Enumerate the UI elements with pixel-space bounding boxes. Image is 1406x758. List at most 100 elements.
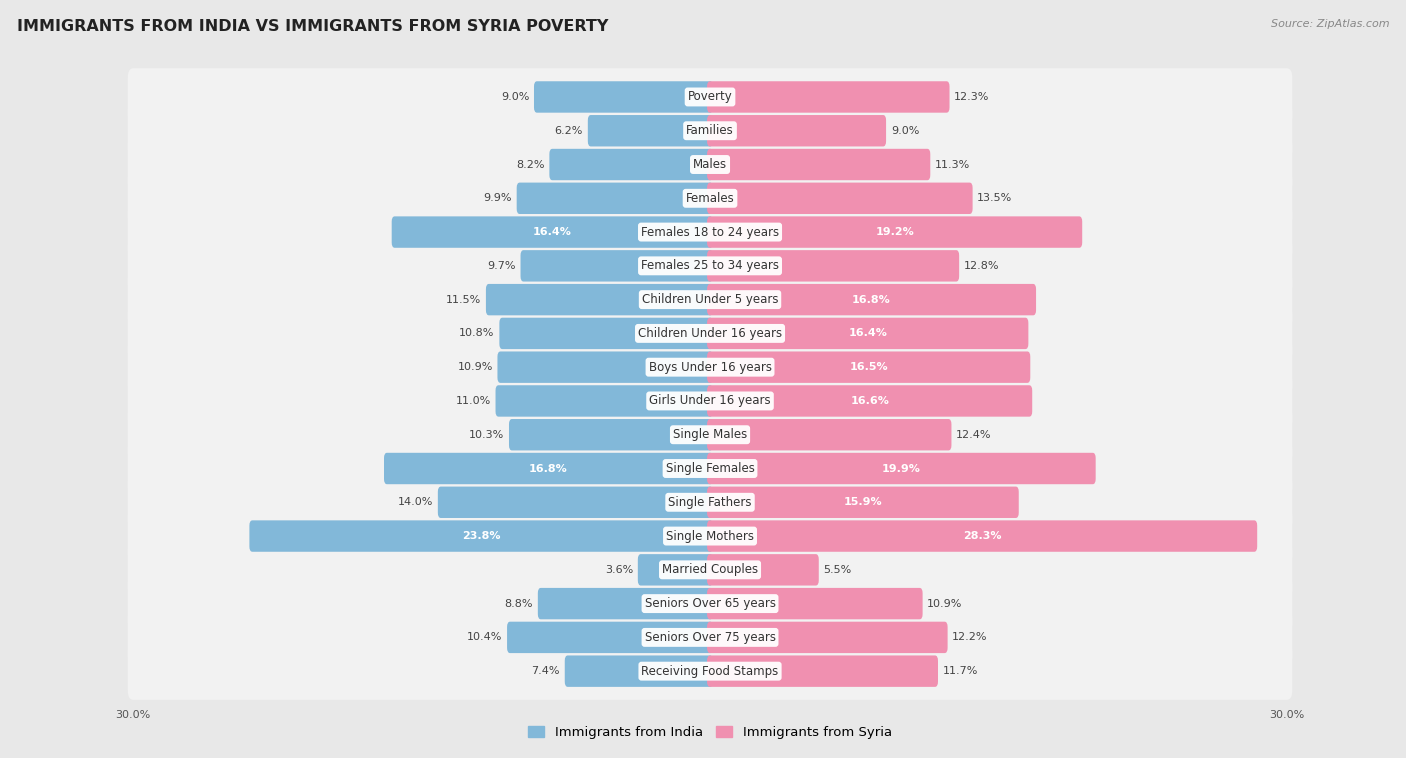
FancyBboxPatch shape bbox=[707, 453, 1095, 484]
Text: Females: Females bbox=[686, 192, 734, 205]
FancyBboxPatch shape bbox=[384, 453, 713, 484]
Text: 23.8%: 23.8% bbox=[463, 531, 501, 541]
Text: 10.9%: 10.9% bbox=[928, 599, 963, 609]
Text: 10.4%: 10.4% bbox=[467, 632, 502, 642]
FancyBboxPatch shape bbox=[128, 170, 1292, 227]
Text: 8.8%: 8.8% bbox=[505, 599, 533, 609]
Text: Girls Under 16 years: Girls Under 16 years bbox=[650, 394, 770, 408]
Text: 10.3%: 10.3% bbox=[470, 430, 505, 440]
FancyBboxPatch shape bbox=[550, 149, 713, 180]
FancyBboxPatch shape bbox=[707, 588, 922, 619]
FancyBboxPatch shape bbox=[128, 406, 1292, 463]
Text: Receiving Food Stamps: Receiving Food Stamps bbox=[641, 665, 779, 678]
FancyBboxPatch shape bbox=[128, 372, 1292, 430]
Text: 9.0%: 9.0% bbox=[501, 92, 529, 102]
Text: 16.5%: 16.5% bbox=[849, 362, 889, 372]
FancyBboxPatch shape bbox=[249, 520, 713, 552]
FancyBboxPatch shape bbox=[707, 656, 938, 687]
FancyBboxPatch shape bbox=[707, 149, 931, 180]
FancyBboxPatch shape bbox=[128, 575, 1292, 632]
FancyBboxPatch shape bbox=[508, 622, 713, 653]
FancyBboxPatch shape bbox=[707, 81, 949, 113]
Text: 8.2%: 8.2% bbox=[516, 159, 544, 170]
FancyBboxPatch shape bbox=[128, 339, 1292, 396]
Text: 13.5%: 13.5% bbox=[977, 193, 1012, 203]
FancyBboxPatch shape bbox=[707, 183, 973, 214]
FancyBboxPatch shape bbox=[707, 520, 1257, 552]
Text: 9.7%: 9.7% bbox=[488, 261, 516, 271]
FancyBboxPatch shape bbox=[509, 419, 713, 450]
FancyBboxPatch shape bbox=[707, 622, 948, 653]
Text: 11.3%: 11.3% bbox=[935, 159, 970, 170]
FancyBboxPatch shape bbox=[128, 541, 1292, 599]
FancyBboxPatch shape bbox=[128, 474, 1292, 531]
Text: 11.0%: 11.0% bbox=[456, 396, 491, 406]
FancyBboxPatch shape bbox=[516, 183, 713, 214]
FancyBboxPatch shape bbox=[437, 487, 713, 518]
Text: Females 25 to 34 years: Females 25 to 34 years bbox=[641, 259, 779, 272]
FancyBboxPatch shape bbox=[499, 318, 713, 349]
Text: 10.8%: 10.8% bbox=[460, 328, 495, 338]
Text: Seniors Over 65 years: Seniors Over 65 years bbox=[644, 597, 776, 610]
Text: 16.8%: 16.8% bbox=[529, 463, 568, 474]
Text: 3.6%: 3.6% bbox=[605, 565, 633, 575]
Text: Females 18 to 24 years: Females 18 to 24 years bbox=[641, 226, 779, 239]
Text: 16.4%: 16.4% bbox=[848, 328, 887, 338]
FancyBboxPatch shape bbox=[707, 250, 959, 281]
FancyBboxPatch shape bbox=[520, 250, 713, 281]
Text: 5.5%: 5.5% bbox=[824, 565, 852, 575]
FancyBboxPatch shape bbox=[128, 609, 1292, 666]
Text: 15.9%: 15.9% bbox=[844, 497, 882, 507]
FancyBboxPatch shape bbox=[707, 318, 1028, 349]
FancyBboxPatch shape bbox=[128, 643, 1292, 700]
Text: 12.2%: 12.2% bbox=[952, 632, 988, 642]
FancyBboxPatch shape bbox=[128, 507, 1292, 565]
FancyBboxPatch shape bbox=[534, 81, 713, 113]
Text: Single Females: Single Females bbox=[665, 462, 755, 475]
Text: 12.8%: 12.8% bbox=[965, 261, 1000, 271]
Text: 14.0%: 14.0% bbox=[398, 497, 433, 507]
FancyBboxPatch shape bbox=[495, 385, 713, 417]
Text: Seniors Over 75 years: Seniors Over 75 years bbox=[644, 631, 776, 644]
Text: 12.3%: 12.3% bbox=[955, 92, 990, 102]
Text: 6.2%: 6.2% bbox=[555, 126, 583, 136]
Text: Boys Under 16 years: Boys Under 16 years bbox=[648, 361, 772, 374]
FancyBboxPatch shape bbox=[128, 136, 1292, 193]
FancyBboxPatch shape bbox=[392, 216, 713, 248]
Legend: Immigrants from India, Immigrants from Syria: Immigrants from India, Immigrants from S… bbox=[523, 720, 897, 744]
FancyBboxPatch shape bbox=[128, 305, 1292, 362]
Text: 19.2%: 19.2% bbox=[876, 227, 914, 237]
Text: 16.6%: 16.6% bbox=[851, 396, 889, 406]
FancyBboxPatch shape bbox=[538, 588, 713, 619]
Text: Males: Males bbox=[693, 158, 727, 171]
FancyBboxPatch shape bbox=[707, 352, 1031, 383]
Text: Single Mothers: Single Mothers bbox=[666, 530, 754, 543]
FancyBboxPatch shape bbox=[707, 115, 886, 146]
Text: Single Fathers: Single Fathers bbox=[668, 496, 752, 509]
FancyBboxPatch shape bbox=[486, 284, 713, 315]
FancyBboxPatch shape bbox=[707, 419, 952, 450]
Text: Married Couples: Married Couples bbox=[662, 563, 758, 576]
FancyBboxPatch shape bbox=[128, 68, 1292, 126]
FancyBboxPatch shape bbox=[128, 102, 1292, 159]
FancyBboxPatch shape bbox=[707, 385, 1032, 417]
Text: 28.3%: 28.3% bbox=[963, 531, 1001, 541]
FancyBboxPatch shape bbox=[565, 656, 713, 687]
Text: Single Males: Single Males bbox=[673, 428, 747, 441]
Text: Children Under 16 years: Children Under 16 years bbox=[638, 327, 782, 340]
Text: 9.9%: 9.9% bbox=[484, 193, 512, 203]
Text: Children Under 5 years: Children Under 5 years bbox=[641, 293, 779, 306]
Text: IMMIGRANTS FROM INDIA VS IMMIGRANTS FROM SYRIA POVERTY: IMMIGRANTS FROM INDIA VS IMMIGRANTS FROM… bbox=[17, 19, 609, 34]
Text: Source: ZipAtlas.com: Source: ZipAtlas.com bbox=[1271, 19, 1389, 29]
Text: Poverty: Poverty bbox=[688, 90, 733, 104]
FancyBboxPatch shape bbox=[128, 237, 1292, 295]
FancyBboxPatch shape bbox=[128, 271, 1292, 328]
FancyBboxPatch shape bbox=[638, 554, 713, 585]
Text: 19.9%: 19.9% bbox=[882, 463, 921, 474]
FancyBboxPatch shape bbox=[707, 554, 818, 585]
Text: 7.4%: 7.4% bbox=[531, 666, 560, 676]
Text: Families: Families bbox=[686, 124, 734, 137]
FancyBboxPatch shape bbox=[128, 440, 1292, 497]
Text: 10.9%: 10.9% bbox=[457, 362, 492, 372]
FancyBboxPatch shape bbox=[498, 352, 713, 383]
